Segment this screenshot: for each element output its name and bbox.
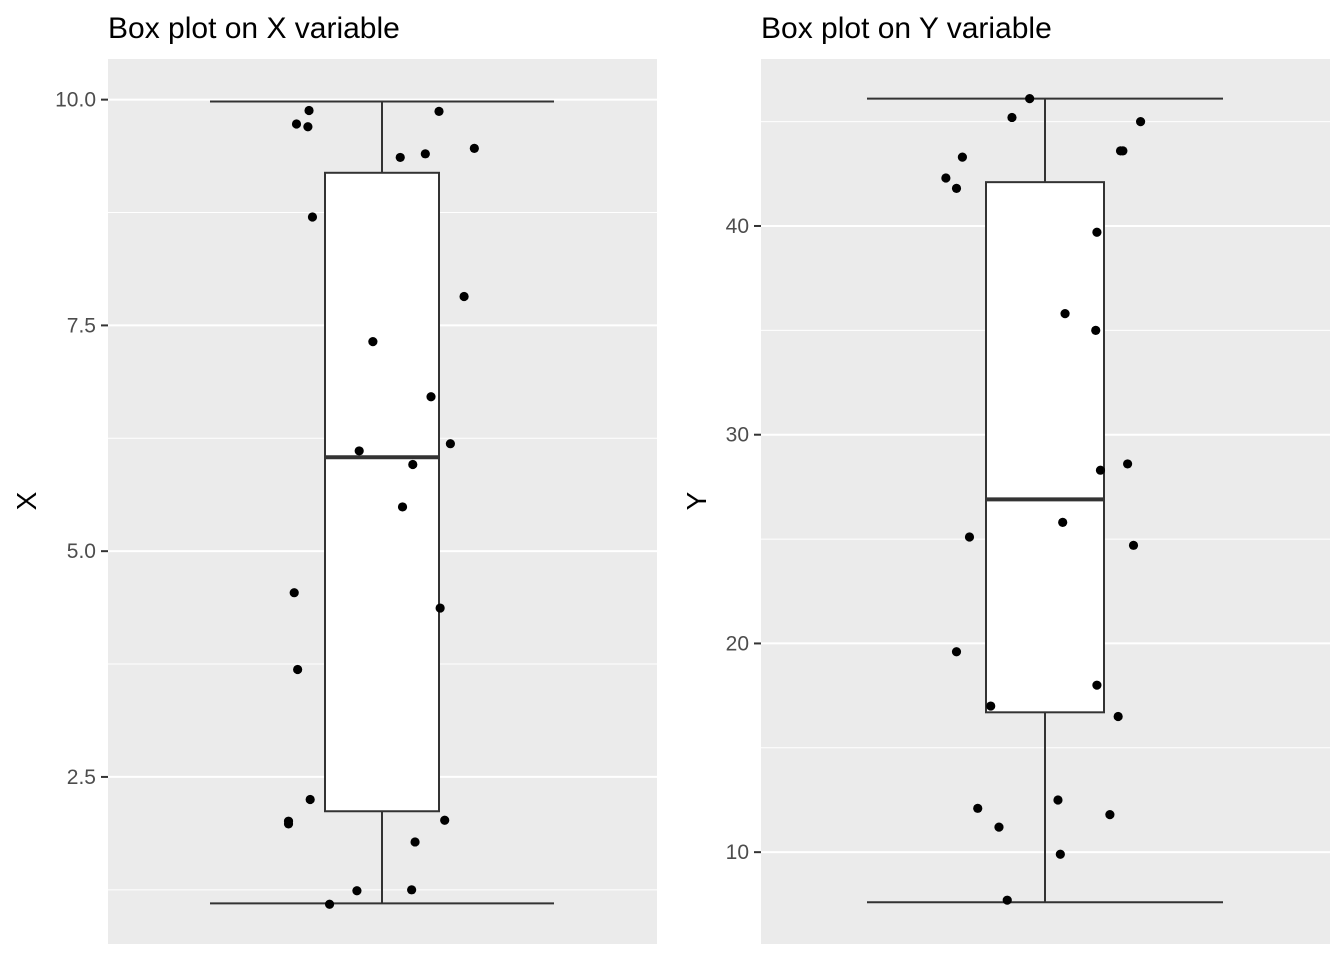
y-box bbox=[985, 181, 1105, 714]
y-tick-label-0: 10 bbox=[726, 841, 749, 864]
x-data-point-13 bbox=[408, 459, 418, 470]
y-data-point-24 bbox=[1055, 849, 1065, 859]
x-axis-title: X bbox=[11, 491, 42, 510]
y-data-point-14 bbox=[1058, 517, 1068, 527]
x-data-point-12 bbox=[354, 446, 364, 456]
y-data-point-0 bbox=[1025, 94, 1035, 104]
x-data-point-16 bbox=[435, 603, 445, 613]
y-data-point-6 bbox=[941, 173, 951, 183]
x-variable-panel: 2.5 5.0 7.5 10.0 Box plot on X variable X bbox=[11, 12, 657, 944]
x-data-point-25 bbox=[324, 899, 335, 909]
x-data-point-21 bbox=[283, 819, 294, 829]
y-data-point-8 bbox=[1092, 227, 1102, 237]
y-y-axis-ticks: 10 20 30 40 bbox=[726, 215, 761, 864]
y-axis-title: Y bbox=[681, 491, 712, 510]
y-data-point-20 bbox=[1053, 795, 1063, 805]
y-data-point-17 bbox=[1092, 680, 1102, 690]
x-data-point-5 bbox=[420, 149, 430, 159]
x-data-point-2 bbox=[303, 122, 313, 132]
x-data-point-11 bbox=[445, 439, 455, 449]
x-data-point-23 bbox=[352, 886, 362, 896]
y-data-point-7 bbox=[951, 183, 962, 194]
y-tick-label-3: 40 bbox=[726, 215, 749, 238]
x-jitter-points bbox=[283, 105, 479, 909]
y-data-point-22 bbox=[1105, 809, 1115, 820]
x-data-point-19 bbox=[440, 815, 450, 825]
y-tick-label-2: 30 bbox=[726, 424, 749, 447]
x-tick-label-3: 10.0 bbox=[55, 89, 96, 112]
y-data-point-21 bbox=[973, 803, 983, 813]
x-data-point-6 bbox=[395, 152, 405, 163]
x-tick-label-1: 5.0 bbox=[67, 540, 96, 563]
x-tick-label-2: 7.5 bbox=[67, 314, 96, 337]
x-data-point-9 bbox=[368, 337, 378, 347]
x-box-marks bbox=[210, 100, 554, 905]
x-data-point-17 bbox=[293, 664, 303, 675]
y-data-point-4 bbox=[1115, 146, 1126, 156]
x-plot-title: Box plot on X variable bbox=[108, 12, 400, 45]
y-data-point-9 bbox=[1060, 309, 1070, 319]
x-data-point-10 bbox=[426, 392, 436, 402]
x-data-point-3 bbox=[434, 106, 444, 116]
x-data-point-1 bbox=[304, 105, 314, 116]
x-data-point-24 bbox=[407, 885, 417, 895]
y-plot-title: Box plot on Y variable bbox=[761, 12, 1052, 45]
y-data-point-11 bbox=[1123, 459, 1133, 469]
y-data-point-16 bbox=[951, 647, 962, 657]
y-data-point-13 bbox=[964, 532, 975, 542]
y-tick-label-1: 20 bbox=[726, 632, 749, 655]
y-data-point-12 bbox=[1095, 465, 1106, 475]
y-data-point-15 bbox=[1128, 540, 1139, 550]
x-data-point-0 bbox=[291, 119, 302, 129]
x-data-point-22 bbox=[410, 837, 420, 847]
y-data-point-2 bbox=[1135, 117, 1146, 127]
y-variable-panel: 10 20 30 40 Box plot on Y variable Y bbox=[681, 12, 1330, 944]
y-data-point-1 bbox=[1007, 112, 1017, 123]
y-jitter-points bbox=[941, 94, 1146, 905]
y-data-point-18 bbox=[986, 701, 996, 711]
x-box bbox=[324, 171, 440, 813]
x-data-point-8 bbox=[459, 291, 469, 302]
y-data-point-19 bbox=[1113, 711, 1123, 722]
y-box-marks bbox=[867, 97, 1223, 904]
x-tick-label-0: 2.5 bbox=[67, 766, 96, 789]
x-data-point-7 bbox=[307, 212, 318, 222]
x-y-axis-ticks: 2.5 5.0 7.5 10.0 bbox=[55, 89, 108, 789]
y-data-point-25 bbox=[1002, 895, 1012, 905]
x-data-point-18 bbox=[305, 794, 315, 805]
x-data-point-14 bbox=[397, 502, 408, 512]
y-data-point-10 bbox=[1091, 325, 1101, 335]
x-data-point-4 bbox=[469, 143, 479, 154]
y-data-point-23 bbox=[994, 822, 1004, 832]
y-data-point-5 bbox=[957, 152, 968, 162]
x-data-point-15 bbox=[289, 588, 299, 598]
